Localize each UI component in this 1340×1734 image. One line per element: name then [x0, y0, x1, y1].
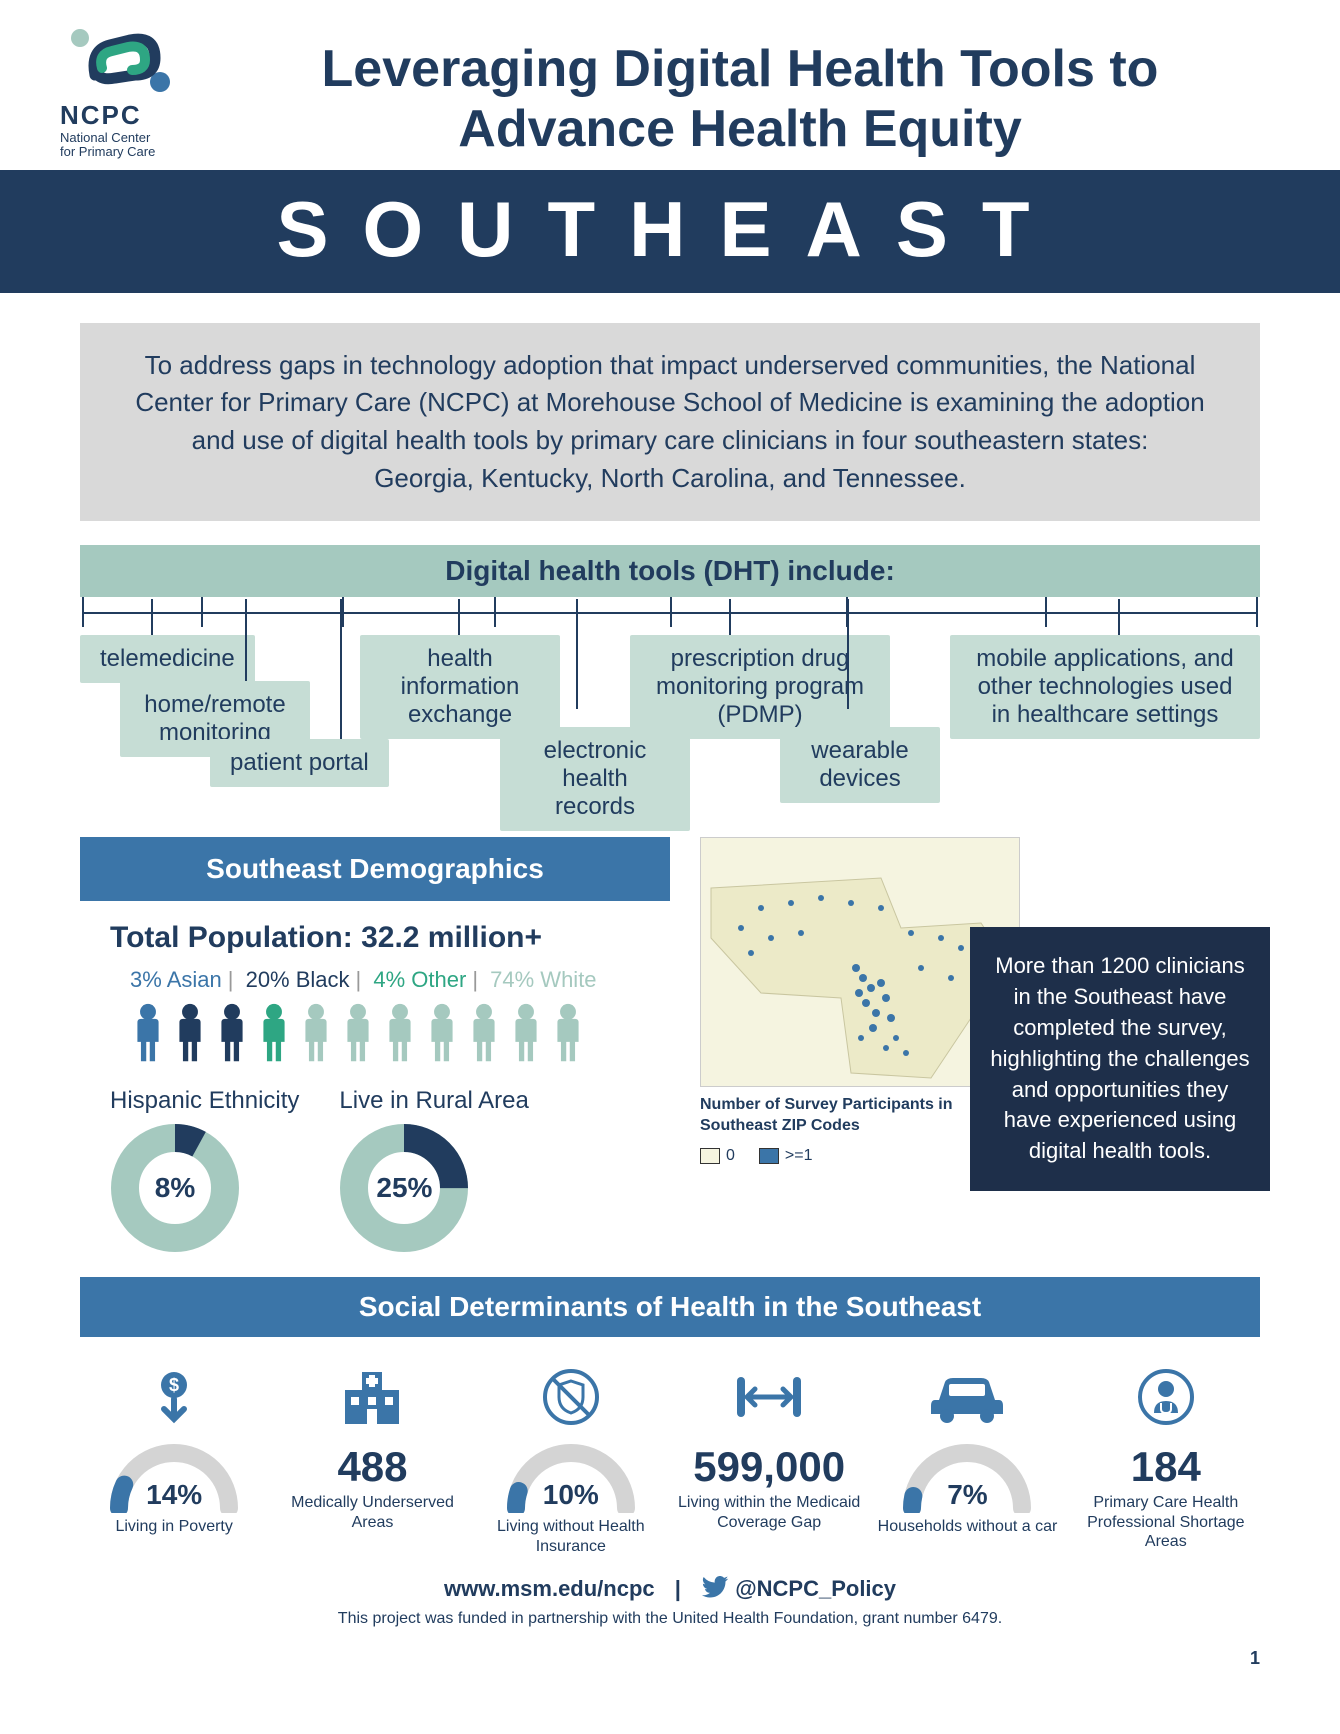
- stat-label: Living without Health Insurance: [477, 1517, 665, 1555]
- dht-items: telemedicine home/remote monitoring pati…: [80, 627, 1260, 807]
- footer-note: This project was funded in partnership w…: [80, 1610, 1260, 1628]
- person-icon: [214, 1003, 250, 1063]
- gauge-chart: 7%: [897, 1443, 1037, 1513]
- twitter-icon: [701, 1576, 729, 1604]
- dht-item: prescription drug monitoring program (PD…: [630, 635, 890, 739]
- stat-value: 488: [278, 1443, 466, 1491]
- demographics-panel: Southeast Demographics Total Population:…: [80, 837, 670, 1253]
- ethnicity-breakdown: 3% Asian| 20% Black| 4% Other| 74% White: [130, 967, 670, 993]
- no-shield-icon: [477, 1357, 665, 1437]
- sdoh-item: 488 Medically Underserved Areas: [278, 1357, 466, 1555]
- ncpc-logo: NCPC National Centerfor Primary Care: [60, 20, 200, 160]
- dht-item: mobile applications, and other technolog…: [950, 635, 1260, 739]
- intro-text: To address gaps in technology adoption t…: [80, 323, 1260, 522]
- person-icon: [340, 1003, 376, 1063]
- region-banner: SOUTHEAST: [0, 170, 1340, 293]
- people-icons: [130, 1003, 670, 1063]
- gap-icon: [675, 1357, 863, 1437]
- stat-label: Medically Underserved Areas: [278, 1493, 466, 1531]
- footer-url: www.msm.edu/ncpc: [444, 1576, 655, 1601]
- footer: www.msm.edu/ncpc | @NCPC_Policy This pro…: [80, 1576, 1260, 1648]
- hospital-icon: [278, 1357, 466, 1437]
- page: NCPC National Centerfor Primary Care Lev…: [0, 0, 1340, 1669]
- stat-label: Primary Care Health Professional Shortag…: [1072, 1493, 1260, 1551]
- person-icon: [382, 1003, 418, 1063]
- page-title: Leveraging Digital Health Tools toAdvanc…: [200, 40, 1280, 160]
- sdoh-row: $ 14% Living in Poverty 488 Medically Un…: [80, 1357, 1260, 1555]
- person-icon: [298, 1003, 334, 1063]
- sdoh-item: $ 14% Living in Poverty: [80, 1357, 268, 1555]
- sdoh-item: 184 Primary Care Health Professional Sho…: [1072, 1357, 1260, 1555]
- map-caption: Number of Survey Participants in Southea…: [700, 1095, 1000, 1137]
- footer-handle: @NCPC_Policy: [735, 1576, 896, 1601]
- person-icon: [424, 1003, 460, 1063]
- stat-label: Living in Poverty: [80, 1517, 268, 1536]
- dollar-down-icon: $: [80, 1357, 268, 1437]
- sdoh-item: 10% Living without Health Insurance: [477, 1357, 665, 1555]
- donut-charts: Hispanic Ethnicity 8% Live in Rural Area…: [110, 1087, 670, 1253]
- person-icon: [508, 1003, 544, 1063]
- dht-item: health information exchange: [360, 635, 560, 739]
- dht-item: wearable devices: [780, 727, 940, 803]
- stat-value: 184: [1072, 1443, 1260, 1491]
- dht-item: telemedicine: [80, 635, 255, 683]
- svg-text:$: $: [169, 1375, 179, 1395]
- total-population: Total Population: 32.2 million+: [110, 921, 670, 955]
- dht-item: electronic health records: [500, 727, 690, 831]
- person-icon: [550, 1003, 586, 1063]
- gauge-chart: 14%: [104, 1443, 244, 1513]
- person-icon: [172, 1003, 208, 1063]
- dht-header: Digital health tools (DHT) include:: [80, 545, 1260, 597]
- stat-value: 599,000: [675, 1443, 863, 1491]
- doctor-icon: [1072, 1357, 1260, 1437]
- map-panel: Number of Survey Participants in Southea…: [700, 837, 1260, 1253]
- dht-item: patient portal: [210, 739, 389, 787]
- person-icon: [130, 1003, 166, 1063]
- donut-chart: Hispanic Ethnicity 8%: [110, 1087, 299, 1253]
- stat-label: Households without a car: [873, 1517, 1061, 1536]
- sdoh-item: 7% Households without a car: [873, 1357, 1061, 1555]
- sdoh-header: Social Determinants of Health in the Sou…: [80, 1277, 1260, 1337]
- person-icon: [466, 1003, 502, 1063]
- page-number: 1: [80, 1648, 1260, 1669]
- gauge-chart: 10%: [501, 1443, 641, 1513]
- demographics-header: Southeast Demographics: [80, 837, 670, 901]
- dht-section: Digital health tools (DHT) include: tele…: [80, 545, 1260, 807]
- stat-label: Living within the Medicaid Coverage Gap: [675, 1493, 863, 1531]
- donut-chart: Live in Rural Area 25%: [339, 1087, 528, 1253]
- person-icon: [256, 1003, 292, 1063]
- title-block: Leveraging Digital Health Tools toAdvanc…: [200, 20, 1280, 160]
- car-icon: [873, 1357, 1061, 1437]
- logo-org-name: National Centerfor Primary Care: [60, 131, 200, 160]
- logo-abbr: NCPC: [60, 100, 200, 131]
- sdoh-item: 599,000 Living within the Medicaid Cover…: [675, 1357, 863, 1555]
- header: NCPC National Centerfor Primary Care Lev…: [0, 0, 1340, 170]
- survey-callout: More than 1200 clinicians in the Southea…: [970, 927, 1270, 1191]
- demographics-row: Southeast Demographics Total Population:…: [80, 837, 1260, 1253]
